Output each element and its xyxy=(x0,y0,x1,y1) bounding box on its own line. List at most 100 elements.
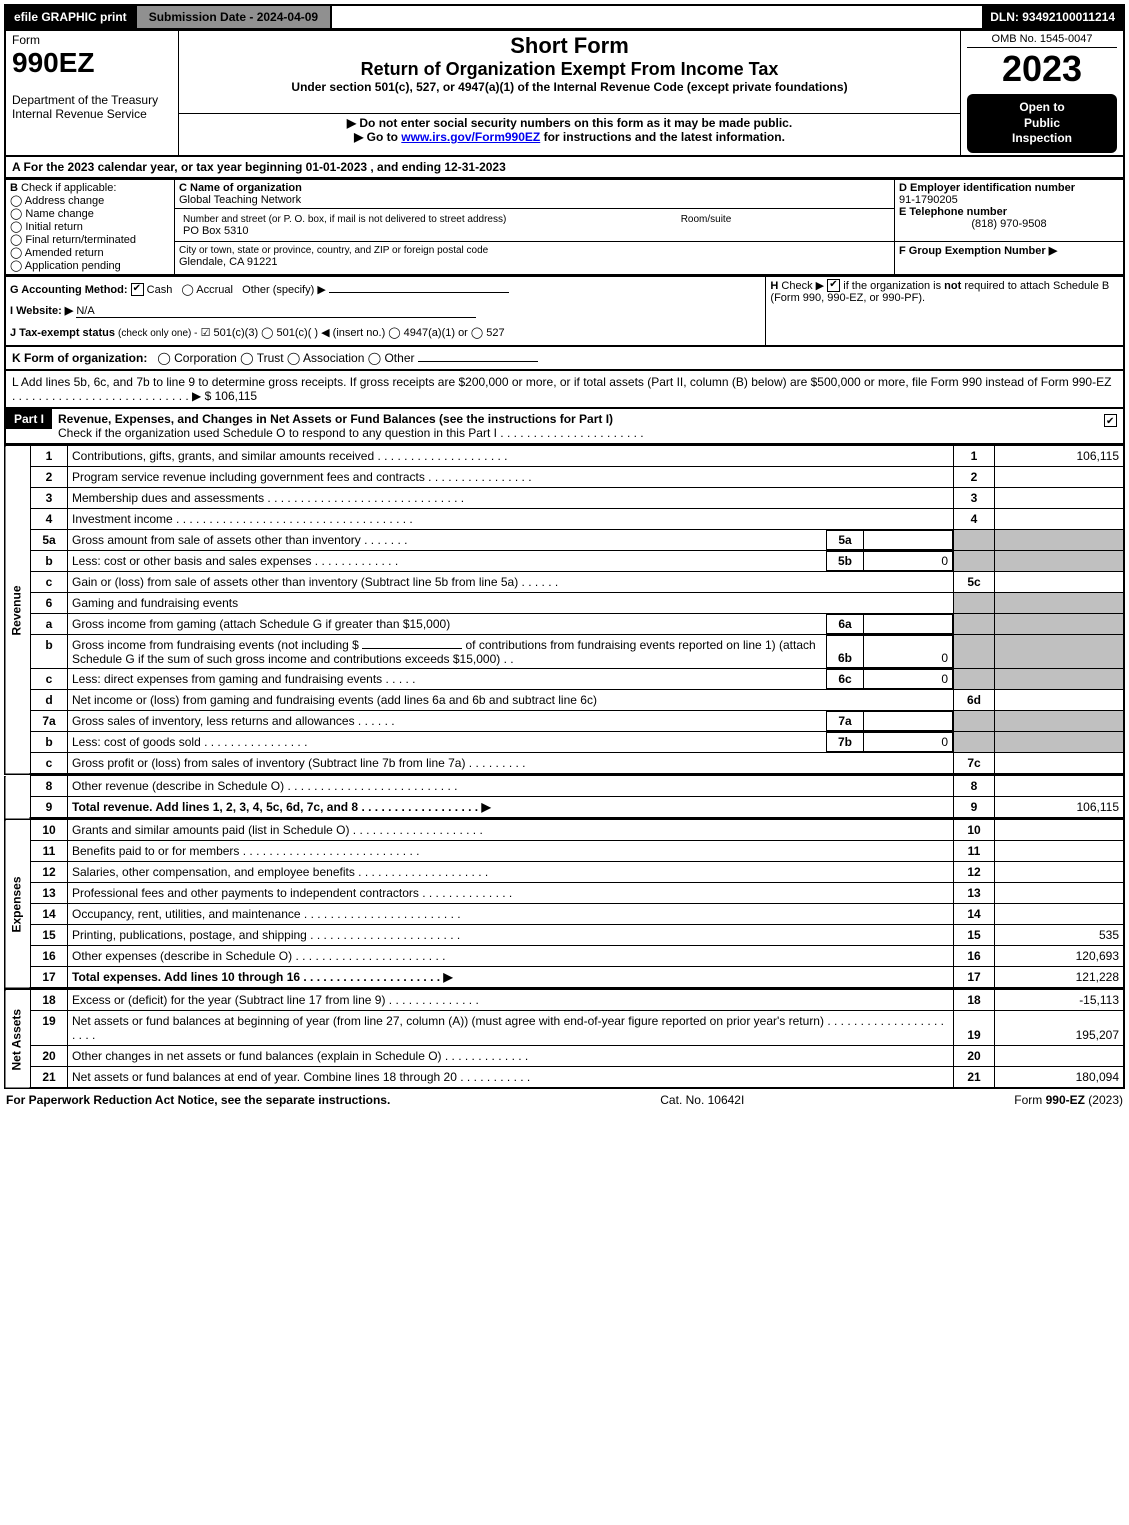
l5a-sublbl: 5a xyxy=(827,531,864,550)
b-item-initial[interactable]: Initial return xyxy=(10,220,170,233)
l6c-shade2 xyxy=(995,669,1125,690)
c-name-label: C Name of organization xyxy=(179,182,302,194)
website-value: N/A xyxy=(76,305,476,318)
org-name: Global Teaching Network xyxy=(179,194,301,206)
b-item-address[interactable]: Address change xyxy=(10,194,170,207)
h-not: not xyxy=(944,280,961,292)
l6d-val xyxy=(995,690,1125,711)
l1-val: 106,115 xyxy=(995,446,1125,467)
open-line3: Inspection xyxy=(1012,131,1072,145)
l16-val: 120,693 xyxy=(995,946,1125,967)
l5c-val xyxy=(995,572,1125,593)
l5b-no: b xyxy=(31,551,68,572)
notes-cell: ▶ Do not enter social security numbers o… xyxy=(179,114,961,156)
footer-mid: Cat. No. 10642I xyxy=(660,1093,744,1107)
l19-desc: Net assets or fund balances at beginning… xyxy=(68,1011,954,1046)
d-label: D Employer identification number xyxy=(899,182,1075,194)
l6b-shade xyxy=(954,635,995,669)
l7a-desc: Gross sales of inventory, less returns a… xyxy=(68,712,827,731)
l1-desc: Contributions, gifts, grants, and simila… xyxy=(68,446,954,467)
section-f: F Group Exemption Number ▶ xyxy=(895,241,1125,275)
netassets-table: Net Assets 18 Excess or (deficit) for th… xyxy=(4,989,1125,1089)
l6b-blank[interactable] xyxy=(362,648,462,649)
l8-num: 8 xyxy=(954,776,995,797)
l7b-no: b xyxy=(31,732,68,753)
l7b-desc: Less: cost of goods sold . . . . . . . .… xyxy=(68,733,827,752)
l7a-subval xyxy=(864,712,953,731)
l5a-subval xyxy=(864,531,953,550)
l16-desc: Other expenses (describe in Schedule O) … xyxy=(68,946,954,967)
l20-num: 20 xyxy=(954,1046,995,1067)
year-cell: OMB No. 1545-0047 2023 Open to Public In… xyxy=(961,31,1125,156)
l6b-subval: 0 xyxy=(864,636,953,668)
l2-no: 2 xyxy=(31,467,68,488)
b-check-if: Check if applicable: xyxy=(21,182,116,194)
b-item-final[interactable]: Final return/terminated xyxy=(10,233,170,246)
l6c-subval: 0 xyxy=(864,670,953,689)
l7a-cell: Gross sales of inventory, less returns a… xyxy=(68,711,954,732)
b-item-pending[interactable]: Application pending xyxy=(10,259,170,272)
l6-desc: Gaming and fundraising events xyxy=(68,593,954,614)
title-section: Under section 501(c), 527, or 4947(a)(1)… xyxy=(185,80,954,94)
l6b-shade2 xyxy=(995,635,1125,669)
l5c-desc: Gain or (loss) from sale of assets other… xyxy=(68,572,954,593)
l18-desc: Excess or (deficit) for the year (Subtra… xyxy=(68,990,954,1011)
l3-desc: Membership dues and assessments . . . . … xyxy=(68,488,954,509)
l6-no: 6 xyxy=(31,593,68,614)
l1-no: 1 xyxy=(31,446,68,467)
l11-no: 11 xyxy=(31,841,68,862)
j-options[interactable]: ☑ 501(c)(3) ◯ 501(c)( ) ◀ (insert no.) ◯… xyxy=(201,327,505,339)
l4-val xyxy=(995,509,1125,530)
l6d-no: d xyxy=(31,690,68,711)
l6d-num: 6d xyxy=(954,690,995,711)
title-short-form: Short Form xyxy=(185,33,954,59)
g-cash-check[interactable] xyxy=(131,283,144,296)
l7b-cell: Less: cost of goods sold . . . . . . . .… xyxy=(68,732,954,753)
l5a-shade xyxy=(954,530,995,551)
b-item-name[interactable]: Name change xyxy=(10,207,170,220)
l3-no: 3 xyxy=(31,488,68,509)
l11-num: 11 xyxy=(954,841,995,862)
k-options[interactable]: ◯ Corporation ◯ Trust ◯ Association ◯ Ot… xyxy=(157,351,414,365)
street-value: PO Box 5310 xyxy=(183,225,248,237)
h-check[interactable] xyxy=(827,279,840,292)
b-item-amended[interactable]: Amended return xyxy=(10,246,170,259)
l14-val xyxy=(995,904,1125,925)
l6a-sublbl: 6a xyxy=(827,615,864,634)
revenue-table: Revenue 1 Contributions, gifts, grants, … xyxy=(4,445,1125,775)
top-bar: efile GRAPHIC print Submission Date - 20… xyxy=(4,4,1125,30)
l5c-num: 5c xyxy=(954,572,995,593)
section-h: H Check ▶ if the organization is not req… xyxy=(766,276,1124,346)
l12-num: 12 xyxy=(954,862,995,883)
l5b-cell: Less: cost or other basis and sales expe… xyxy=(68,551,954,572)
l10-num: 10 xyxy=(954,820,995,841)
expenses-vert-label: Expenses xyxy=(5,820,31,989)
efile-label[interactable]: efile GRAPHIC print xyxy=(6,6,135,28)
l4-desc: Investment income . . . . . . . . . . . … xyxy=(68,509,954,530)
part1-title-wrap: Revenue, Expenses, and Changes in Net As… xyxy=(52,409,1098,443)
dept-line1: Department of the Treasury xyxy=(12,93,158,107)
omb-number: OMB No. 1545-0047 xyxy=(967,33,1117,48)
city-value: Glendale, CA 91221 xyxy=(179,256,277,268)
city-label: City or town, state or province, country… xyxy=(179,245,488,256)
l3-val xyxy=(995,488,1125,509)
l6b-cell: Gross income from fundraising events (no… xyxy=(68,635,954,669)
l14-num: 14 xyxy=(954,904,995,925)
j-label: J Tax-exempt status xyxy=(10,327,115,339)
k-other-line[interactable] xyxy=(418,361,538,362)
l6a-cell: Gross income from gaming (attach Schedul… xyxy=(68,614,954,635)
l6a-desc: Gross income from gaming (attach Schedul… xyxy=(68,615,827,634)
l18-val: -15,113 xyxy=(995,990,1125,1011)
l6-shade2 xyxy=(995,593,1125,614)
part1-schedule-o-check[interactable] xyxy=(1098,409,1123,429)
l2-num: 2 xyxy=(954,467,995,488)
l17-num: 17 xyxy=(954,967,995,989)
irs-link[interactable]: www.irs.gov/Form990EZ xyxy=(401,130,540,144)
l7c-num: 7c xyxy=(954,753,995,775)
l6b-desc1: Gross income from fundraising events (no… xyxy=(72,638,359,652)
l13-val xyxy=(995,883,1125,904)
l3-num: 3 xyxy=(954,488,995,509)
g-other-line[interactable] xyxy=(329,292,509,293)
g-cash: Cash xyxy=(147,284,173,296)
l4-num: 4 xyxy=(954,509,995,530)
